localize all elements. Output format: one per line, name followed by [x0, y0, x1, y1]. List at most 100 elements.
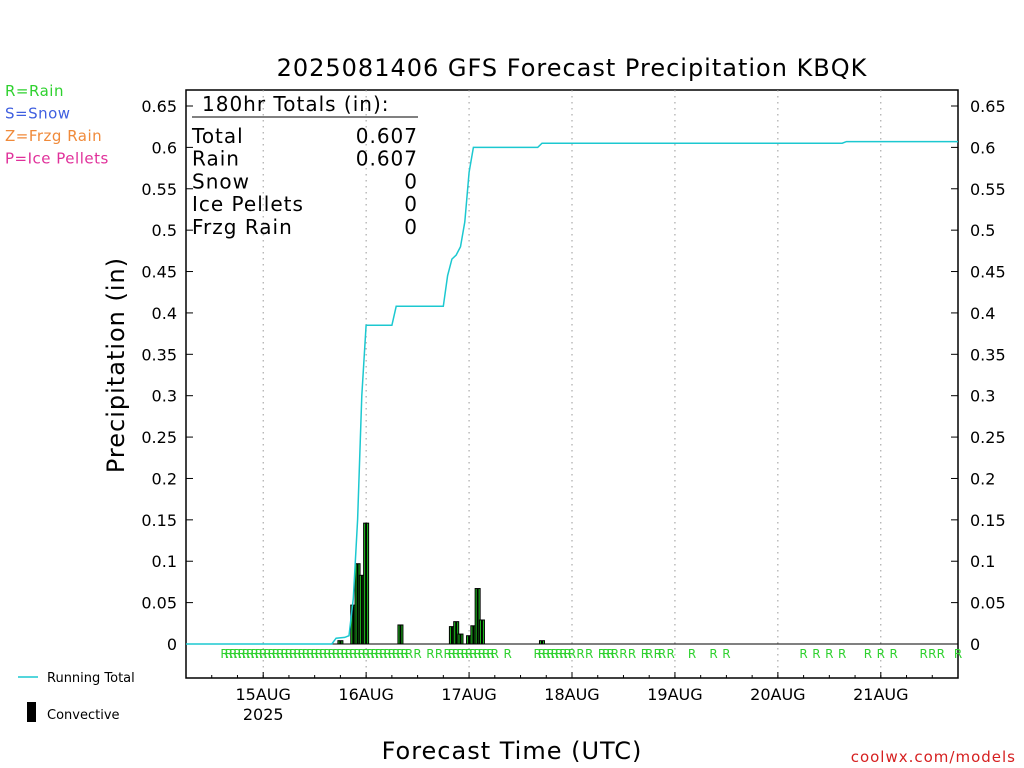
- rain-marker: R: [606, 647, 614, 661]
- rain-marker: R: [452, 647, 460, 661]
- rain-marker: R: [722, 647, 730, 661]
- rain-marker: R: [413, 647, 421, 661]
- rain-marker: R: [259, 647, 267, 661]
- rain-marker: R: [688, 647, 696, 661]
- rain-marker: R: [229, 647, 237, 661]
- convective-bar: [459, 634, 462, 644]
- rain-marker: R: [276, 647, 284, 661]
- rain-marker: R: [645, 647, 653, 661]
- rain-marker: R: [371, 647, 379, 661]
- y-tick-label-right: 0.2: [970, 469, 995, 488]
- rain-marker: R: [362, 647, 370, 661]
- rain-marker: R: [576, 647, 584, 661]
- rain-marker: R: [877, 647, 885, 661]
- rain-marker: R: [546, 647, 554, 661]
- x-tick-label: 15AUG: [235, 685, 290, 704]
- convective-legend-swatch: [27, 702, 36, 722]
- rain-marker: R: [336, 647, 344, 661]
- y-tick-label-right: 0.15: [970, 511, 1006, 530]
- precip-legend-item: S=Snow: [5, 105, 71, 123]
- rain-marker: R: [602, 647, 610, 661]
- convective-bar: [360, 575, 363, 644]
- y-tick-label-right: 0.25: [970, 428, 1006, 447]
- rain-marker: R: [666, 647, 674, 661]
- precip-bars: [337, 522, 545, 645]
- y-tick-label-right: 0: [970, 635, 980, 654]
- rain-marker: R: [268, 647, 276, 661]
- credit-text: coolwx.com/models: [851, 748, 1016, 766]
- rain-marker: R: [461, 647, 469, 661]
- precip-type-legend: R=Rain S=Snow Z=Frzg Rain P=Ice Pellets: [5, 82, 108, 168]
- rain-marker: R: [383, 647, 391, 661]
- y-tick-label-left: 0.25: [141, 428, 177, 447]
- y-axis-title: Precipitation (in): [102, 257, 130, 473]
- rain-marker: R: [491, 647, 499, 661]
- rain-marker: R: [233, 647, 241, 661]
- rain-marker: R: [285, 647, 293, 661]
- rain-marker: R: [328, 647, 336, 661]
- rain-marker: R: [242, 647, 250, 661]
- rain-marker: R: [315, 647, 323, 661]
- totals-box: 180hr Totals (in): Total 0.607 Rain 0.607 Sn…: [191, 92, 418, 239]
- series-legend: Running Total Convective: [18, 671, 135, 723]
- totals-row-value: 0.607: [356, 147, 418, 171]
- totals-row-label: Frzg Rain: [192, 215, 293, 239]
- y-tick-label-left: 0.4: [152, 304, 177, 323]
- totals-row-value: 0: [404, 215, 418, 239]
- convective-bar: [455, 621, 458, 644]
- y-axis-right: 0 0.05 0.1 0.15 0.2 0.25 0.3 0.35 0.4 0.45 0.5 0.55…: [951, 97, 1006, 654]
- x-tick-label: 17AUG: [441, 685, 496, 704]
- y-tick-label-right: 0.45: [970, 263, 1006, 282]
- rain-marker: R: [799, 647, 807, 661]
- y-tick-label-left: 0: [167, 635, 177, 654]
- precip-legend-item: R=Rain: [5, 82, 64, 100]
- x-tick-label: 20AUG: [750, 685, 805, 704]
- rain-marker: R: [473, 647, 481, 661]
- totals-row-label: Total: [191, 124, 244, 148]
- rain-marker: R: [937, 647, 945, 661]
- x-tick-label: 16AUG: [338, 685, 393, 704]
- rain-marker: R: [585, 647, 593, 661]
- rain-marker: R: [825, 647, 833, 661]
- rain-marker: R: [641, 647, 649, 661]
- totals-row-value: 0.607: [356, 124, 418, 148]
- rain-marker: R: [812, 647, 820, 661]
- convective-bar: [365, 523, 368, 644]
- y-tick-label-left: 0.3: [152, 387, 177, 406]
- rain-marker: R: [358, 647, 366, 661]
- rain-marker: R: [302, 647, 310, 661]
- rain-marker: R: [323, 647, 331, 661]
- y-tick-label-right: 0.05: [970, 594, 1006, 613]
- running-total-line: [186, 140, 958, 645]
- rain-marker: R: [598, 647, 606, 661]
- vertical-grid: [262, 90, 882, 678]
- y-tick-label-right: 0.3: [970, 387, 995, 406]
- rain-marker: R: [401, 647, 409, 661]
- convective-bar: [339, 640, 342, 644]
- rain-marker: R: [654, 647, 662, 661]
- y-tick-label-right: 0.35: [970, 345, 1006, 364]
- rain-marker: R: [306, 647, 314, 661]
- rain-marker: R: [332, 647, 340, 661]
- rain-marker: R: [263, 647, 271, 661]
- totals-row-label: Ice Pellets: [192, 192, 304, 216]
- chart-title: 2025081406 GFS Forecast Precipitation KB…: [277, 54, 868, 82]
- rain-marker: R: [559, 647, 567, 661]
- rain-marker: R: [293, 647, 301, 661]
- running-total-legend-label: Running Total: [47, 671, 135, 686]
- y-tick-label-left: 0.2: [152, 469, 177, 488]
- rain-marker: R: [435, 647, 443, 661]
- rain-marker: R: [864, 647, 872, 661]
- rain-marker: R: [555, 647, 563, 661]
- convective-bar: [476, 588, 479, 644]
- rain-marker: R: [225, 647, 233, 661]
- convective-bar: [356, 563, 359, 644]
- rain-marker: R: [289, 647, 297, 661]
- rain-marker: R: [503, 647, 511, 661]
- convective-bar: [472, 625, 475, 644]
- rain-marker: R: [375, 647, 383, 661]
- rain-marker: R: [238, 647, 246, 661]
- y-tick-label-left: 0.35: [141, 345, 177, 364]
